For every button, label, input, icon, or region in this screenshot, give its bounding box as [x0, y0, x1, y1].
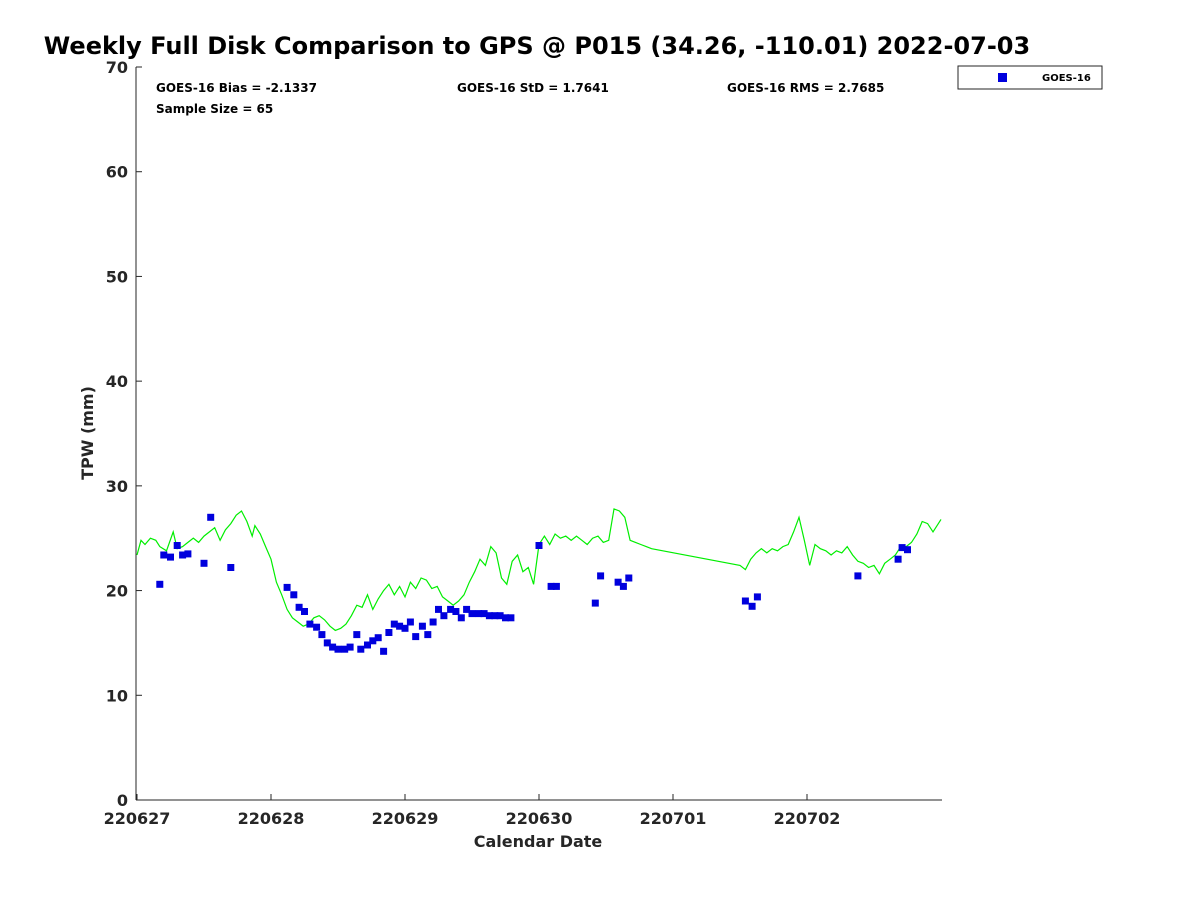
goes16-point — [475, 610, 483, 618]
goes16-point — [447, 605, 455, 613]
goes16-point — [463, 605, 471, 613]
gps-tpw-line — [136, 508, 942, 632]
goes16-point — [306, 620, 314, 628]
goes16-point — [491, 612, 499, 620]
y-tick-label: 20 — [106, 582, 128, 601]
x-tick-label: 220630 — [506, 809, 573, 828]
goes16-point — [552, 582, 560, 590]
goes16-point — [748, 602, 756, 610]
rms-stat: GOES-16 RMS = 2.7685 — [727, 81, 884, 95]
goes16-point — [854, 572, 862, 580]
x-axis-label: Calendar Date — [474, 832, 603, 851]
x-axis: 220627 220628 220629 220630 220701 220702 — [104, 794, 841, 828]
y-tick-label: 70 — [106, 58, 128, 77]
goes16-point — [346, 643, 354, 651]
legend-label: GOES-16 — [1042, 73, 1091, 84]
goes16-point — [156, 580, 164, 588]
goes16-point — [614, 578, 622, 586]
x-tick-label: 220701 — [640, 809, 707, 828]
goes16-point — [390, 620, 398, 628]
goes16-point — [625, 574, 633, 582]
goes16-point — [301, 608, 308, 615]
goes16-point — [353, 631, 361, 639]
goes16-point — [440, 612, 448, 620]
goes16-point — [894, 555, 902, 563]
goes16-point — [369, 637, 377, 645]
goes16-point — [480, 610, 488, 618]
goes16-point — [364, 641, 371, 649]
goes16-point — [167, 553, 174, 561]
goes16-point — [323, 639, 331, 647]
y-tick-label: 0 — [117, 791, 128, 810]
goes16-point — [468, 610, 476, 618]
goes16-point — [160, 551, 168, 559]
goes16-point — [547, 582, 555, 590]
legend-box — [957, 65, 1103, 90]
y-tick-label: 50 — [106, 267, 128, 286]
goes16-point — [619, 582, 627, 590]
goes16-point — [173, 542, 181, 549]
goes16-point — [200, 559, 208, 567]
goes16-point — [904, 546, 911, 554]
goes16-point — [535, 542, 543, 549]
goes16-point — [374, 634, 382, 642]
x-tick-label: 220628 — [238, 809, 305, 828]
y-tick-label: 10 — [106, 686, 128, 705]
goes16-point — [753, 593, 761, 601]
legend: GOES-16 — [957, 65, 1103, 90]
goes16-point — [597, 572, 605, 580]
goes16-point — [334, 645, 342, 653]
goes16-point — [341, 645, 349, 653]
goes16-point — [401, 624, 409, 632]
goes16-point — [898, 544, 906, 552]
goes16-point — [418, 622, 426, 630]
goes16-point — [329, 643, 337, 651]
goes16-point — [424, 631, 432, 639]
goes16-point — [283, 583, 291, 591]
goes16-point — [507, 614, 515, 622]
goes16-point — [452, 608, 460, 615]
goes16-point — [485, 612, 493, 620]
goes16-point — [380, 647, 388, 655]
goes16-point — [741, 597, 749, 605]
goes16-point — [179, 551, 187, 559]
y-tick-label: 60 — [106, 163, 128, 182]
series-layer — [136, 508, 942, 655]
goes16-point — [406, 618, 414, 626]
goes16-point — [502, 614, 509, 622]
goes16-point — [396, 622, 404, 630]
plot-area — [135, 67, 942, 801]
goes16-point — [184, 550, 192, 558]
goes16-point — [227, 564, 235, 571]
y-tick-label: 30 — [106, 477, 128, 496]
goes16-point — [207, 513, 215, 521]
goes16-point — [357, 645, 365, 653]
goes16-point — [318, 631, 326, 639]
goes16-point — [496, 612, 504, 620]
std-stat: GOES-16 StD = 1.7641 — [457, 81, 609, 95]
goes16-point — [313, 623, 321, 631]
y-axis: 0 10 20 30 40 50 60 70 — [106, 58, 142, 810]
x-tick-label: 220702 — [774, 809, 841, 828]
goes16-point — [591, 599, 599, 607]
goes16-point — [385, 629, 393, 636]
y-tick-label: 40 — [106, 372, 128, 391]
goes16-point — [295, 603, 303, 611]
y-axis-label: TPW (mm) — [78, 386, 97, 480]
goes16-point — [457, 614, 465, 622]
bias-stat: GOES-16 Bias = -2.1337 — [156, 81, 317, 95]
x-tick-label: 220629 — [372, 809, 439, 828]
legend-marker — [998, 73, 1007, 82]
goes16-point — [412, 633, 420, 641]
x-tick-label: 220627 — [104, 809, 171, 828]
chart-title: Weekly Full Disk Comparison to GPS @ P01… — [44, 32, 1030, 60]
sample-size-stat: Sample Size = 65 — [156, 102, 273, 116]
goes16-point — [290, 591, 298, 599]
goes16-point — [435, 605, 442, 613]
goes16-point — [429, 618, 437, 626]
